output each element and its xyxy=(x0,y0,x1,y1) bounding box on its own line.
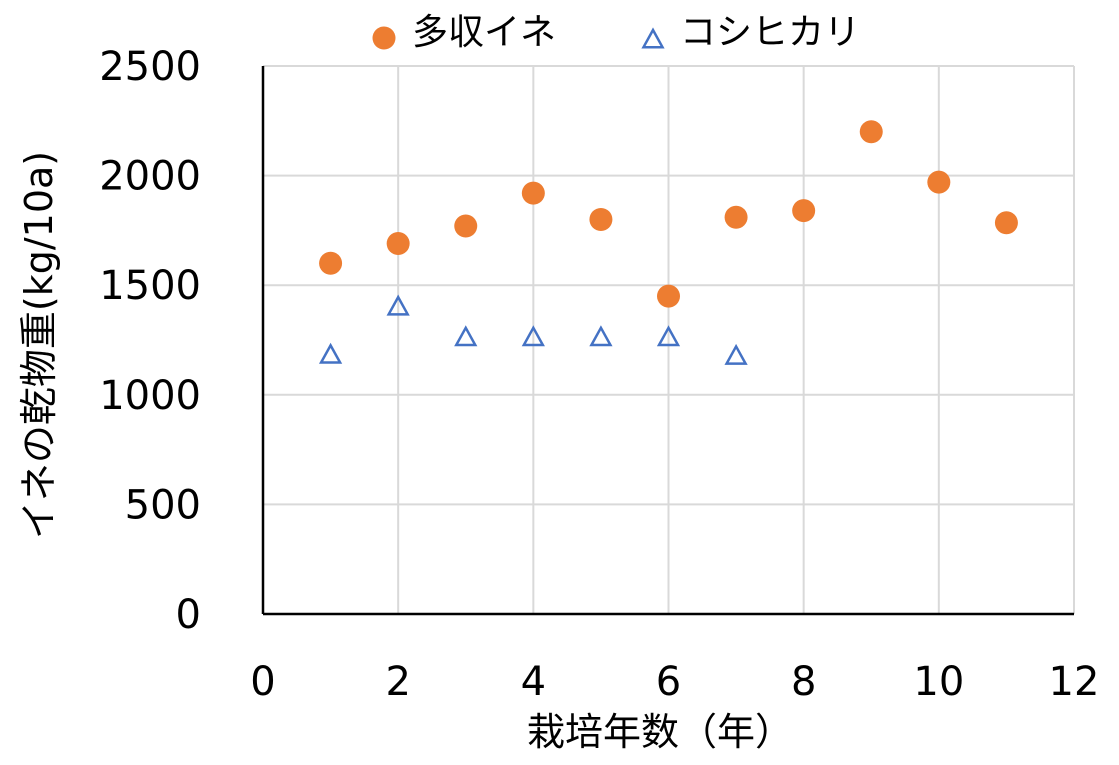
data-point-tashu-ine xyxy=(657,284,680,308)
data-point-tashu-ine xyxy=(859,120,883,144)
grid-lines xyxy=(263,65,1075,614)
legend-label: 多収イネ xyxy=(412,12,556,53)
legend-item-koshihikari: コシヒカリ xyxy=(641,12,860,53)
data-point-koshihikari xyxy=(386,294,410,316)
data-point-koshihikari xyxy=(521,325,545,347)
data-points xyxy=(318,120,1018,365)
x-tick-label: 0 xyxy=(250,659,275,705)
x-tick-label: 2 xyxy=(385,659,410,705)
x-tick-label: 10 xyxy=(913,659,964,705)
data-point-tashu-ine xyxy=(792,199,816,223)
data-point-tashu-ine xyxy=(319,251,343,275)
data-point-tashu-ine xyxy=(454,214,478,238)
y-tick-label: 0 xyxy=(176,592,201,638)
axes xyxy=(261,66,1074,616)
data-point-tashu-ine xyxy=(724,205,748,229)
y-tick-label: 1000 xyxy=(99,373,201,419)
data-point-koshihikari xyxy=(656,325,681,347)
y-tick-label: 2500 xyxy=(99,44,201,90)
data-point-tashu-ine xyxy=(927,170,951,194)
y-tick-label: 2000 xyxy=(99,154,201,200)
data-point-koshihikari xyxy=(318,342,343,364)
y-axis-title: イネの乾物重(kg/10a) xyxy=(17,151,61,539)
data-point-koshihikari xyxy=(454,325,478,347)
y-tick-label: 500 xyxy=(125,482,201,528)
x-tick-label: 6 xyxy=(656,659,681,705)
tick-labels: 0 500 1000 1500 2000 2500 0 2 4 6 8 10 12 xyxy=(99,44,1099,705)
legend: 多収イネ コシヒカリ xyxy=(372,12,860,53)
data-point-tashu-ine xyxy=(589,207,613,231)
legend-marker-triangle xyxy=(641,27,665,49)
y-tick-label: 1500 xyxy=(99,263,201,309)
data-point-tashu-ine xyxy=(994,211,1018,235)
x-tick-label: 4 xyxy=(521,659,546,705)
legend-item-tashu-ine: 多収イネ xyxy=(372,12,556,53)
legend-marker-circle xyxy=(372,26,396,50)
legend-label: コシヒカリ xyxy=(680,12,860,53)
x-tick-label: 12 xyxy=(1049,659,1100,705)
data-point-koshihikari xyxy=(724,343,748,365)
data-point-koshihikari xyxy=(589,325,613,347)
data-point-tashu-ine xyxy=(386,232,410,256)
x-axis-title: 栽培年数（年） xyxy=(527,710,793,754)
data-point-tashu-ine xyxy=(521,181,545,205)
x-tick-label: 8 xyxy=(791,659,816,705)
